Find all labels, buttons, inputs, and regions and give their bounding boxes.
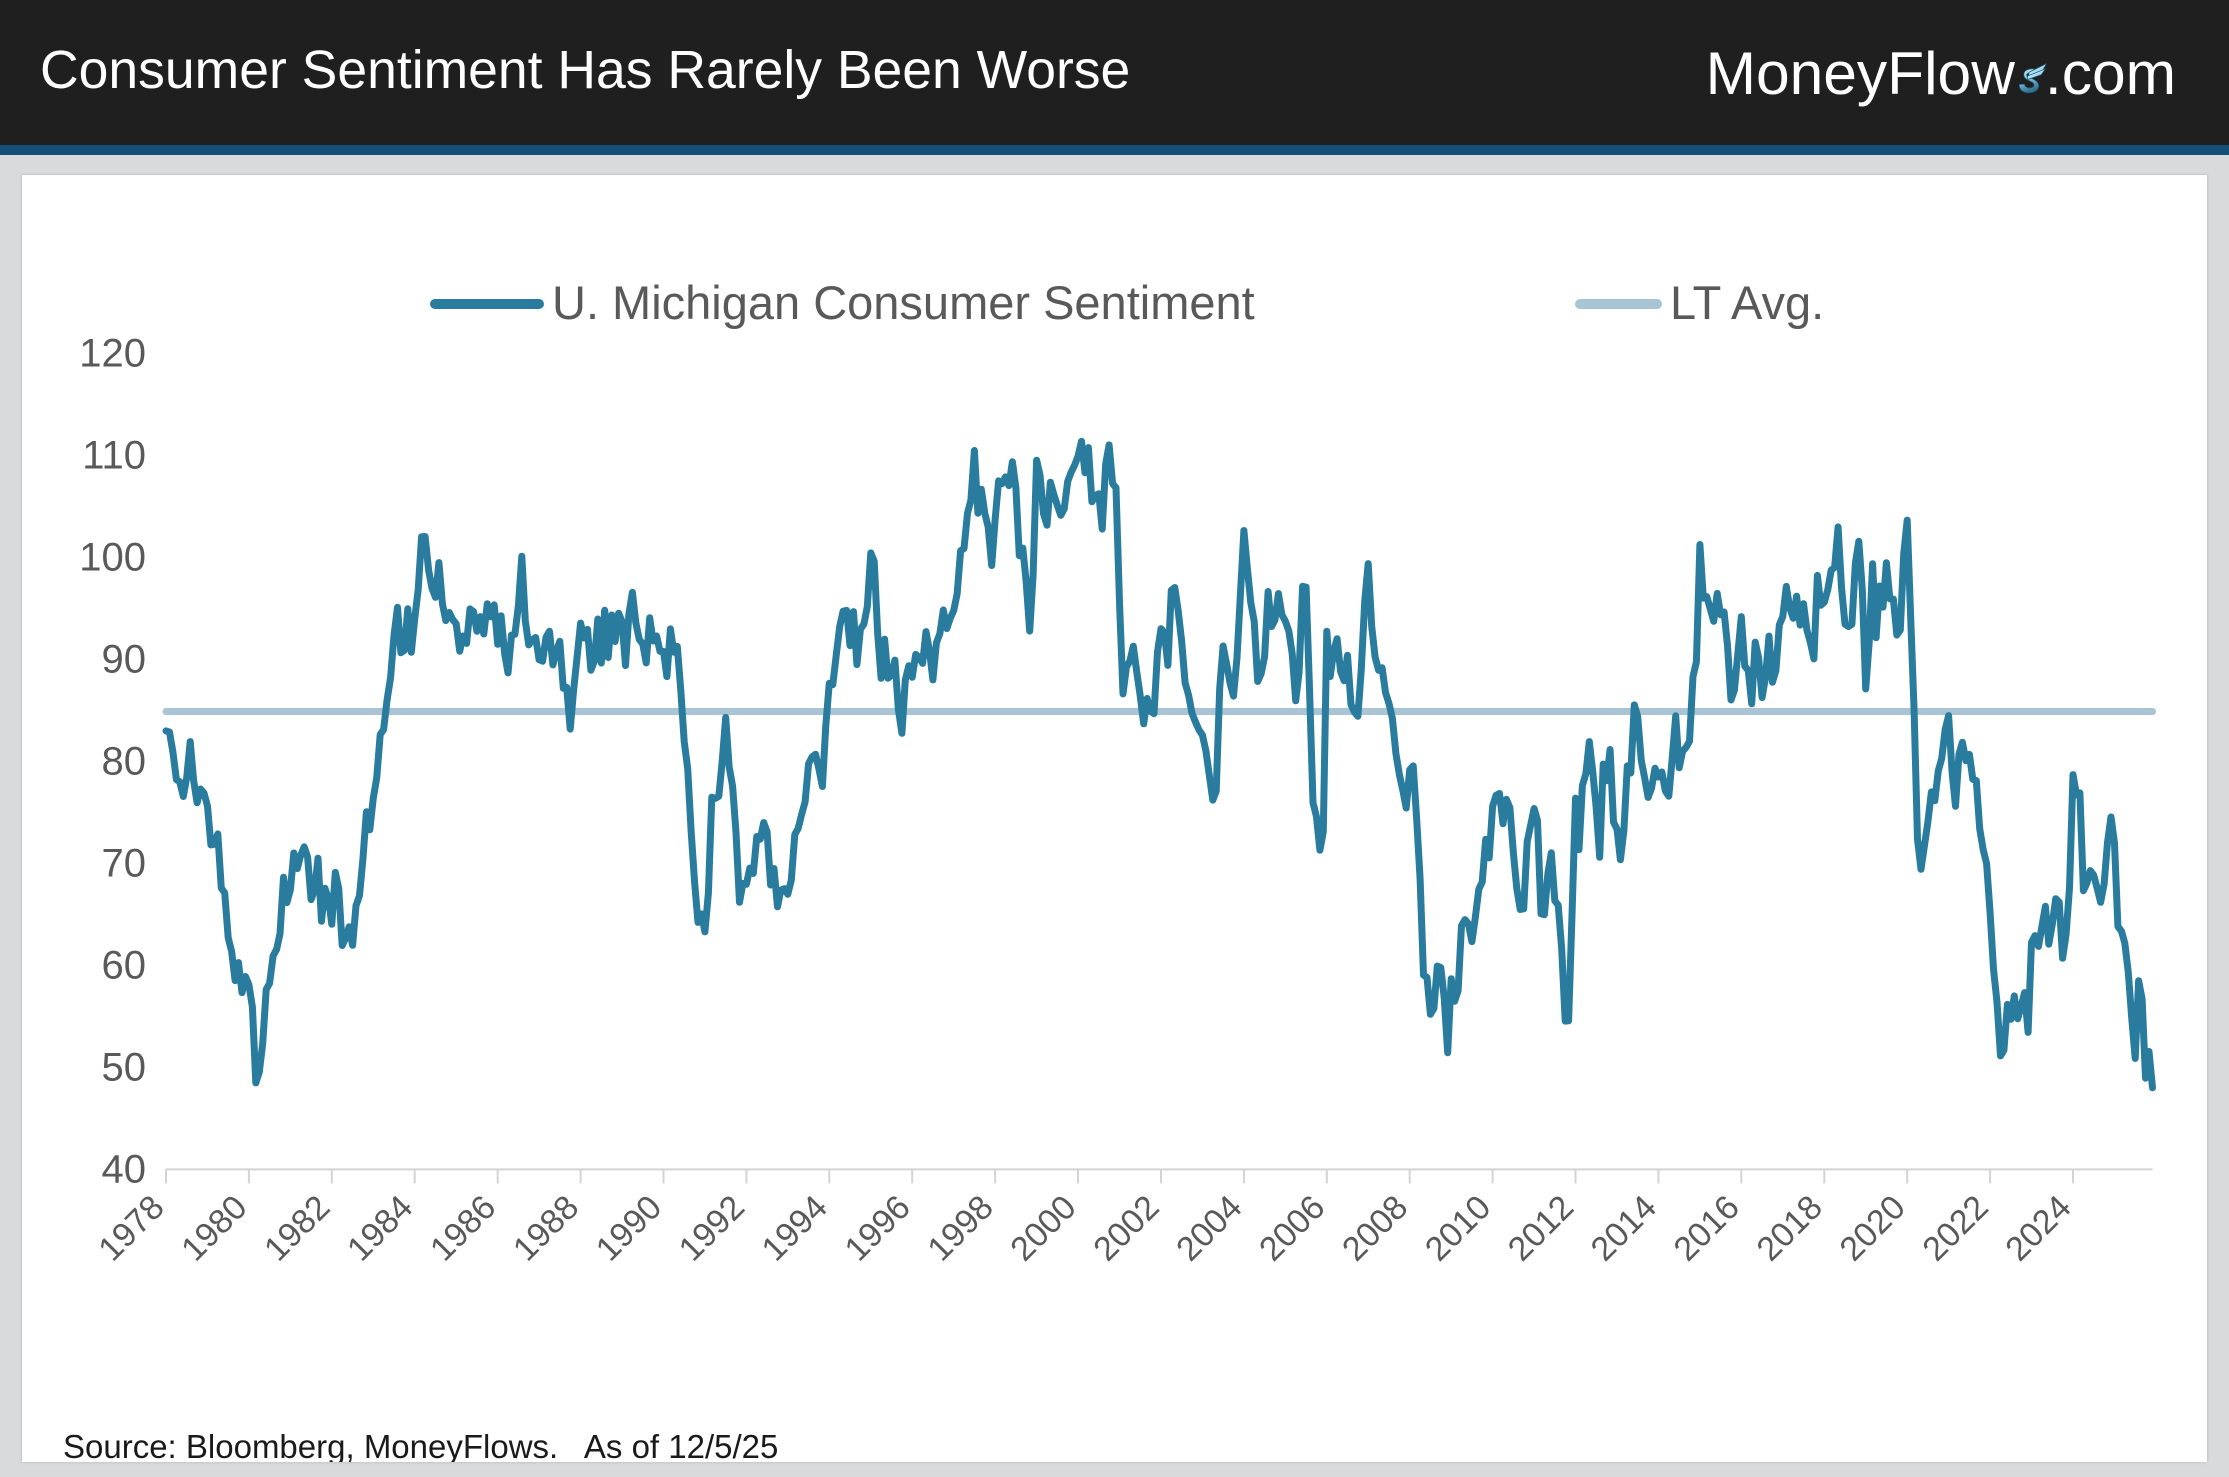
svg-text:2000: 2000 xyxy=(1003,1188,1083,1268)
svg-text:1984: 1984 xyxy=(340,1188,420,1268)
svg-text:80: 80 xyxy=(102,740,147,784)
svg-text:U. Michigan Consumer Sentiment: U. Michigan Consumer Sentiment xyxy=(552,276,1255,329)
svg-text:2004: 2004 xyxy=(1169,1188,1249,1268)
svg-text:60: 60 xyxy=(102,944,147,988)
svg-text:1994: 1994 xyxy=(755,1188,835,1268)
svg-text:2018: 2018 xyxy=(1750,1188,1830,1268)
svg-text:2016: 2016 xyxy=(1667,1188,1747,1268)
svg-text:70: 70 xyxy=(102,842,147,886)
svg-text:1992: 1992 xyxy=(672,1188,752,1268)
svg-text:1986: 1986 xyxy=(423,1188,503,1268)
svg-text:LT Avg.: LT Avg. xyxy=(1670,276,1824,329)
svg-text:1996: 1996 xyxy=(838,1188,918,1268)
svg-text:2012: 2012 xyxy=(1501,1188,1581,1268)
svg-text:1998: 1998 xyxy=(920,1188,1000,1268)
svg-text:2008: 2008 xyxy=(1335,1188,1415,1268)
svg-text:1980: 1980 xyxy=(174,1188,254,1268)
svg-text:120: 120 xyxy=(79,332,146,376)
svg-text:90: 90 xyxy=(102,638,147,682)
svg-text:2014: 2014 xyxy=(1584,1188,1664,1268)
svg-text:1988: 1988 xyxy=(506,1188,586,1268)
svg-text:40: 40 xyxy=(102,1147,147,1191)
svg-text:110: 110 xyxy=(82,434,146,478)
svg-text:1990: 1990 xyxy=(589,1188,669,1268)
svg-text:2010: 2010 xyxy=(1418,1188,1498,1268)
svg-text:100: 100 xyxy=(79,536,146,580)
svg-text:2024: 2024 xyxy=(1998,1188,2078,1268)
svg-text:2006: 2006 xyxy=(1252,1188,1332,1268)
svg-text:2002: 2002 xyxy=(1086,1188,1166,1268)
svg-text:50: 50 xyxy=(102,1045,147,1089)
svg-text:2022: 2022 xyxy=(1915,1188,1995,1268)
svg-text:2020: 2020 xyxy=(1833,1188,1913,1268)
svg-text:1978: 1978 xyxy=(91,1188,171,1268)
svg-text:1982: 1982 xyxy=(257,1188,337,1268)
